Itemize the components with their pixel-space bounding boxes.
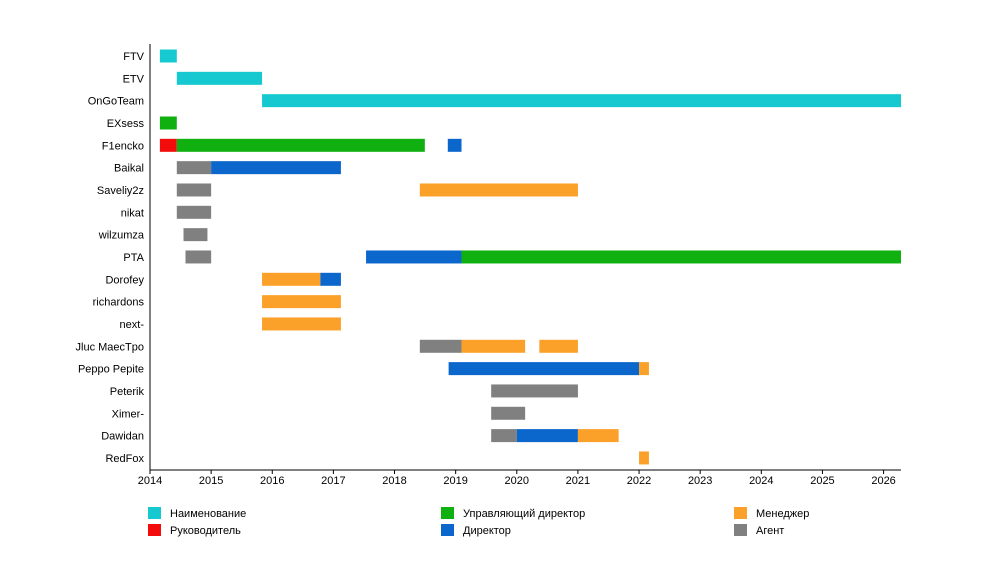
bar-5-1-dir	[211, 161, 341, 175]
bar-11-0-mgr	[262, 295, 341, 309]
x-tick-label-2014: 2014	[138, 475, 162, 487]
x-tick-label-2016: 2016	[260, 475, 284, 487]
y-label-peppo-pepite: Peppo Pepite	[78, 364, 144, 376]
y-label-dorofey: Dorofey	[105, 274, 144, 286]
legend-label-agent: Агент	[756, 525, 784, 537]
legend-label-head: Руководитель	[170, 525, 241, 537]
bar-9-0-agent	[185, 250, 212, 264]
x-tick-label-2019: 2019	[443, 475, 467, 487]
legend-swatch-dir	[441, 524, 454, 536]
y-label-pta: PTA	[123, 252, 144, 264]
y-label-f1encko: F1encko	[102, 140, 144, 152]
bar-12-0-mgr	[262, 317, 341, 331]
y-label-ximer-: Ximer-	[112, 408, 145, 420]
legend-swatch-agent	[734, 524, 747, 536]
bar-1-0-naming	[176, 71, 263, 85]
bar-17-0-agent	[491, 429, 517, 443]
bar-14-0-dir	[448, 362, 640, 376]
bar-17-1-dir	[516, 429, 578, 443]
x-tick-label-2017: 2017	[321, 475, 345, 487]
legend-swatch-naming	[148, 507, 161, 519]
bar-8-0-agent	[183, 228, 208, 242]
bar-10-0-mgr	[262, 272, 321, 286]
x-axis-ticks: 2014 2015 2016 2017 2018 2019 2020 2021 2022 2023…	[138, 470, 896, 487]
bar-13-2-mgr	[539, 339, 578, 353]
bar-9-1-dir	[366, 250, 462, 264]
bars-layer	[159, 49, 901, 465]
bar-4-0-head	[159, 138, 177, 152]
legend-swatch-mgr	[734, 507, 747, 519]
x-tick-label-2024: 2024	[749, 475, 773, 487]
bar-9-2-mdir	[461, 250, 901, 264]
bar-10-1-dir	[320, 272, 341, 286]
x-tick-label-2018: 2018	[382, 475, 406, 487]
x-tick-label-2020: 2020	[505, 475, 529, 487]
y-label-baikal: Baikal	[114, 163, 144, 175]
x-tick-label-2021: 2021	[566, 475, 590, 487]
y-label-exsess: EXsess	[107, 118, 145, 130]
y-label-nikat: nikat	[121, 207, 144, 219]
bar-2-0-naming	[262, 94, 901, 108]
x-tick-label-2023: 2023	[688, 475, 712, 487]
y-label-redfox: RedFox	[105, 453, 144, 465]
y-axis-labels: FTV ETV OnGoTeam EXsess F1encko Baikal Saveliy…	[76, 51, 145, 465]
x-tick-label-2022: 2022	[627, 475, 651, 487]
bar-13-1-mgr	[461, 339, 526, 353]
y-label-ftv: FTV	[123, 51, 144, 63]
bar-0-0-naming	[159, 49, 177, 63]
legend-label-dir: Директор	[463, 525, 511, 537]
y-label-wilzumza: wilzumza	[98, 230, 145, 242]
legend-swatch-head	[148, 524, 161, 536]
bar-7-0-agent	[176, 205, 212, 219]
bar-4-2-dir	[447, 138, 462, 152]
bar-13-0-agent	[419, 339, 462, 353]
bar-6-1-mgr	[419, 183, 578, 197]
y-label-saveliy2z: Saveliy2z	[97, 185, 144, 197]
y-label-richardons: richardons	[93, 297, 145, 309]
legend-label-naming: Наименование	[170, 508, 246, 520]
bar-14-1-mgr	[639, 362, 649, 376]
legend: Наименование Руководитель Управляющий дире…	[148, 507, 809, 537]
bar-15-0-agent	[491, 384, 578, 398]
bar-17-2-mgr	[577, 429, 619, 443]
y-label-jluc-maectpo: Jluc MaecTpo	[76, 341, 144, 353]
legend-swatch-mdir	[441, 507, 454, 519]
bar-16-0-agent	[491, 406, 526, 420]
legend-label-mgr: Менеджер	[756, 508, 809, 520]
y-label-ongoteam: OnGoTeam	[88, 96, 144, 108]
x-tick-label-2026: 2026	[871, 475, 895, 487]
y-label-next-: next-	[120, 319, 145, 331]
bar-6-0-agent	[176, 183, 212, 197]
x-tick-label-2015: 2015	[199, 475, 223, 487]
bar-18-0-mgr	[639, 451, 649, 465]
y-label-etv: ETV	[123, 73, 145, 85]
legend-label-mdir: Управляющий директор	[463, 508, 585, 520]
y-label-peterik: Peterik	[110, 386, 145, 398]
y-label-dawidan: Dawidan	[101, 431, 144, 443]
x-tick-label-2025: 2025	[810, 475, 834, 487]
bar-3-0-mdir	[159, 116, 177, 130]
bar-5-0-agent	[176, 161, 212, 175]
bar-4-1-mdir	[176, 138, 425, 152]
